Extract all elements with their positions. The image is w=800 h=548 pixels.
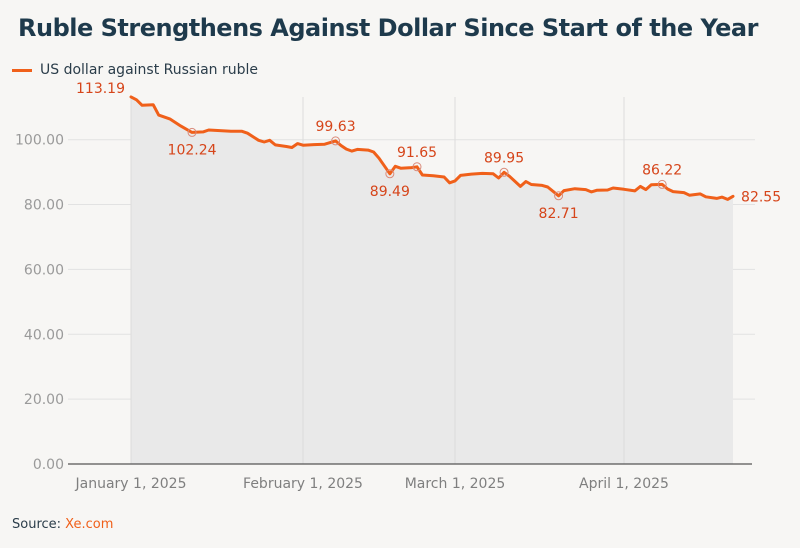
annotation-marker: [412, 162, 422, 172]
x-tick-label: January 1, 2025: [75, 476, 187, 492]
x-axis-ticks: January 1, 2025 February 1, 2025 March 1, …: [75, 476, 669, 492]
data-label: 82.71: [539, 206, 579, 222]
data-label: 102.24: [168, 142, 217, 158]
x-tick-label: April 1, 2025: [579, 476, 669, 492]
area-fill: [131, 96, 733, 465]
legend-label: US dollar against Russian ruble: [40, 62, 259, 78]
annotation-marker: [657, 179, 667, 189]
legend-line-swatch: [12, 68, 32, 72]
x-tick-label: March 1, 2025: [405, 476, 506, 492]
series-line: [129, 95, 735, 201]
chart-title: Ruble Strengthens Against Dollar Since S…: [18, 14, 758, 42]
vertical-gridlines: [130, 97, 625, 464]
data-label: 86.22: [642, 162, 682, 178]
annotation-marker: [187, 127, 197, 137]
source-label: Source:: [12, 517, 62, 532]
x-tick-label: February 1, 2025: [243, 476, 363, 492]
data-label: 89.49: [370, 184, 410, 200]
y-tick-label: 100.00: [15, 133, 64, 149]
annotation-marker: [554, 191, 564, 201]
y-tick-label: 80.00: [24, 198, 64, 214]
data-label: 82.55: [741, 189, 781, 205]
annotations: 113.19 102.24 99.63 89.49 91.65 89.95 82.71 86.…: [76, 81, 781, 222]
annotation-marker: [385, 169, 395, 179]
annotation-marker: [331, 136, 341, 146]
data-label: 99.63: [316, 119, 356, 135]
source-note: Source: Xe.com: [12, 517, 113, 532]
data-label: 113.19: [76, 81, 125, 97]
legend: US dollar against Russian ruble: [12, 62, 258, 78]
y-tick-label: 40.00: [24, 327, 64, 343]
annotation-marker: [499, 167, 509, 177]
y-tick-label: 60.00: [24, 262, 64, 278]
data-label: 89.95: [484, 150, 524, 166]
y-axis-ticks: 0.00 20.00 40.00 60.00 80.00 100.00: [15, 133, 64, 473]
y-tick-label: 0.00: [33, 457, 64, 473]
data-label: 91.65: [397, 145, 437, 161]
y-tick-label: 20.00: [24, 392, 64, 408]
source-link[interactable]: Xe.com: [65, 517, 114, 532]
